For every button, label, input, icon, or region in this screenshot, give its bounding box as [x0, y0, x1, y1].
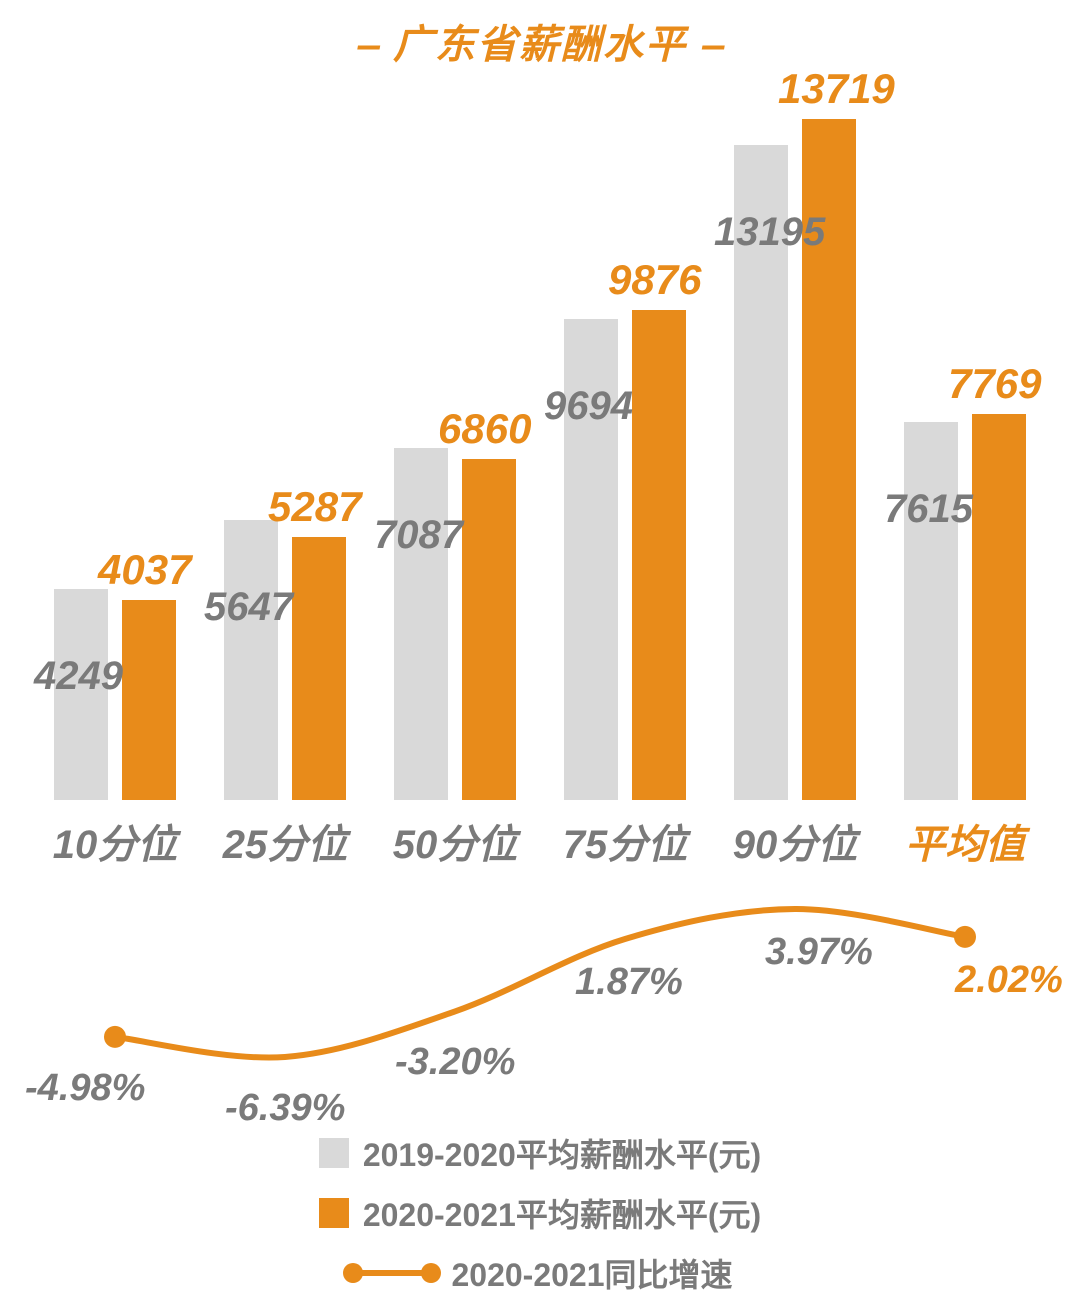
growth-label: -3.20%	[395, 1041, 515, 1084]
value-label-a: 9694	[544, 384, 633, 429]
bar-group: 76157769	[904, 80, 1026, 800]
category-label: 90分位	[710, 812, 880, 870]
growth-label: 1.87%	[575, 961, 683, 1004]
legend-swatch	[319, 1198, 349, 1228]
title-text: 广东省薪酬水平	[393, 23, 687, 67]
legend-swatch	[319, 1138, 349, 1168]
legend-item: 2019-2020平均薪酬水平(元)	[319, 1130, 761, 1176]
legend-label: 2019-2020平均薪酬水平(元)	[363, 1130, 761, 1176]
growth-label: 2.02%	[955, 959, 1063, 1002]
category-label: 10分位	[30, 812, 200, 870]
value-label-a: 7087	[374, 513, 463, 558]
category-label: 75分位	[540, 812, 710, 870]
growth-label: -4.98%	[25, 1067, 145, 1110]
legend-item: 2020-2021平均薪酬水平(元)	[319, 1190, 761, 1236]
bar-series-b	[462, 459, 516, 800]
value-label-b: 7769	[948, 360, 1041, 408]
line-marker	[104, 1026, 126, 1048]
bar-series-b	[972, 414, 1026, 800]
legend: 2019-2020平均薪酬水平(元) 2020-2021平均薪酬水平(元) 2020…	[0, 1130, 1080, 1296]
growth-line-chart	[30, 880, 1050, 1080]
title-suffix: ‒	[687, 23, 724, 67]
bar-series-b	[292, 537, 346, 800]
value-label-a: 5647	[204, 585, 293, 630]
value-label-b: 4037	[98, 546, 191, 594]
bar-series-a	[224, 520, 278, 800]
legend-label: 2020-2021同比增速	[451, 1250, 732, 1296]
legend-item: 2020-2021同比增速	[347, 1250, 732, 1296]
bar-series-a	[904, 422, 958, 800]
value-label-a: 4249	[34, 654, 123, 699]
chart-title: ‒ 广东省薪酬水平 ‒	[0, 12, 1080, 70]
line-marker	[954, 926, 976, 948]
title-prefix: ‒	[356, 23, 393, 67]
category-label: 25分位	[200, 812, 370, 870]
legend-label: 2020-2021平均薪酬水平(元)	[363, 1190, 761, 1236]
value-label-b: 5287	[268, 483, 361, 531]
bar-chart: 4249403756475287708768609694987613195137…	[30, 80, 1050, 800]
growth-label: 3.97%	[765, 931, 873, 974]
value-label-a: 7615	[884, 487, 973, 532]
category-label: 平均值	[880, 812, 1050, 870]
bar-group: 42494037	[54, 80, 176, 800]
bar-group: 70876860	[394, 80, 516, 800]
value-label-b: 6860	[438, 405, 531, 453]
value-label-b: 13719	[778, 65, 895, 113]
value-label-b: 9876	[608, 256, 701, 304]
legend-line-icon	[347, 1258, 437, 1288]
bar-group: 56475287	[224, 80, 346, 800]
bar-series-b	[122, 600, 176, 800]
bar-series-b	[632, 310, 686, 800]
bar-group: 96949876	[564, 80, 686, 800]
growth-label: -6.39%	[225, 1087, 345, 1130]
bar-series-a	[394, 448, 448, 800]
value-label-a: 13195	[714, 210, 825, 255]
category-label: 50分位	[370, 812, 540, 870]
bar-group: 1319513719	[734, 80, 856, 800]
